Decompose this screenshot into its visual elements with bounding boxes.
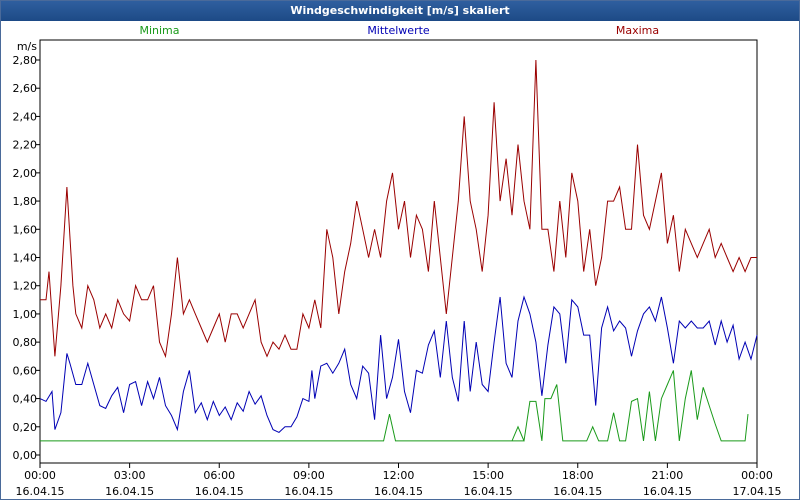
y-tick-label: 0,00 — [13, 449, 38, 462]
y-tick-label: 1,40 — [13, 252, 38, 265]
legend-mittelwerte: Mittelwerte — [367, 24, 430, 37]
y-tick-label: 2,60 — [13, 82, 38, 95]
series-line-minima — [40, 370, 749, 442]
x-tick-date-label: 17.04.15 — [733, 485, 782, 498]
legend: Minima Mittelwerte Maxima — [139, 24, 659, 37]
y-tick-label: 1,60 — [13, 223, 38, 236]
x-tick-date-label: 16.04.15 — [16, 485, 65, 498]
series-layer — [39, 59, 758, 442]
x-tick-date-label: 16.04.15 — [105, 485, 154, 498]
legend-maxima: Maxima — [616, 24, 659, 37]
x-tick-time-label: 12:00 — [383, 469, 415, 482]
x-tick-time-label: 03:00 — [114, 469, 146, 482]
y-tick-label: 2,00 — [13, 167, 38, 180]
x-tick-time-label: 06:00 — [203, 469, 235, 482]
x-tick-time-label: 00:00 — [741, 469, 773, 482]
x-tick-time-label: 21:00 — [652, 469, 684, 482]
x-tick-time-label: 15:00 — [472, 469, 504, 482]
x-tick-date-label: 16.04.15 — [374, 485, 423, 498]
x-tick-time-label: 00:00 — [24, 469, 56, 482]
x-tick-time-label: 09:00 — [293, 469, 325, 482]
legend-minima: Minima — [139, 24, 179, 37]
y-tick-label: 0,40 — [13, 393, 38, 406]
y-tick-label: 2,20 — [13, 139, 38, 152]
y-tick-label: 1,00 — [13, 308, 38, 321]
y-tick-label: 0,20 — [13, 421, 38, 434]
plot-frame — [39, 39, 758, 464]
y-tick-label: 0,80 — [13, 336, 38, 349]
x-tick-date-label: 16.04.15 — [553, 485, 602, 498]
x-tick-date-label: 16.04.15 — [284, 485, 333, 498]
y-tick-label: 1,80 — [13, 195, 38, 208]
axes: 0,00 0,20 0,40 0,60 0,80 1,00 1,20 1,40 1,60 1,80… — [13, 39, 782, 498]
series-line-maxima — [40, 59, 757, 359]
x-tick-date-label: 16.04.15 — [464, 485, 513, 498]
x-tick-date-label: 16.04.15 — [643, 485, 692, 498]
window-title: Windgeschwindigkeit [m/s] skaliert — [1, 1, 799, 21]
x-tick-time-label: 18:00 — [562, 469, 594, 482]
y-tick-label: 0,60 — [13, 364, 38, 377]
y-tick-label: 2,40 — [13, 110, 38, 123]
y-tick-label: 2,80 — [13, 54, 38, 67]
y-axis-unit-label: m/s — [17, 40, 37, 53]
x-tick-date-label: 16.04.15 — [195, 485, 244, 498]
series-line-mittelwerte — [39, 295, 758, 433]
y-tick-label: 1,20 — [13, 280, 38, 293]
